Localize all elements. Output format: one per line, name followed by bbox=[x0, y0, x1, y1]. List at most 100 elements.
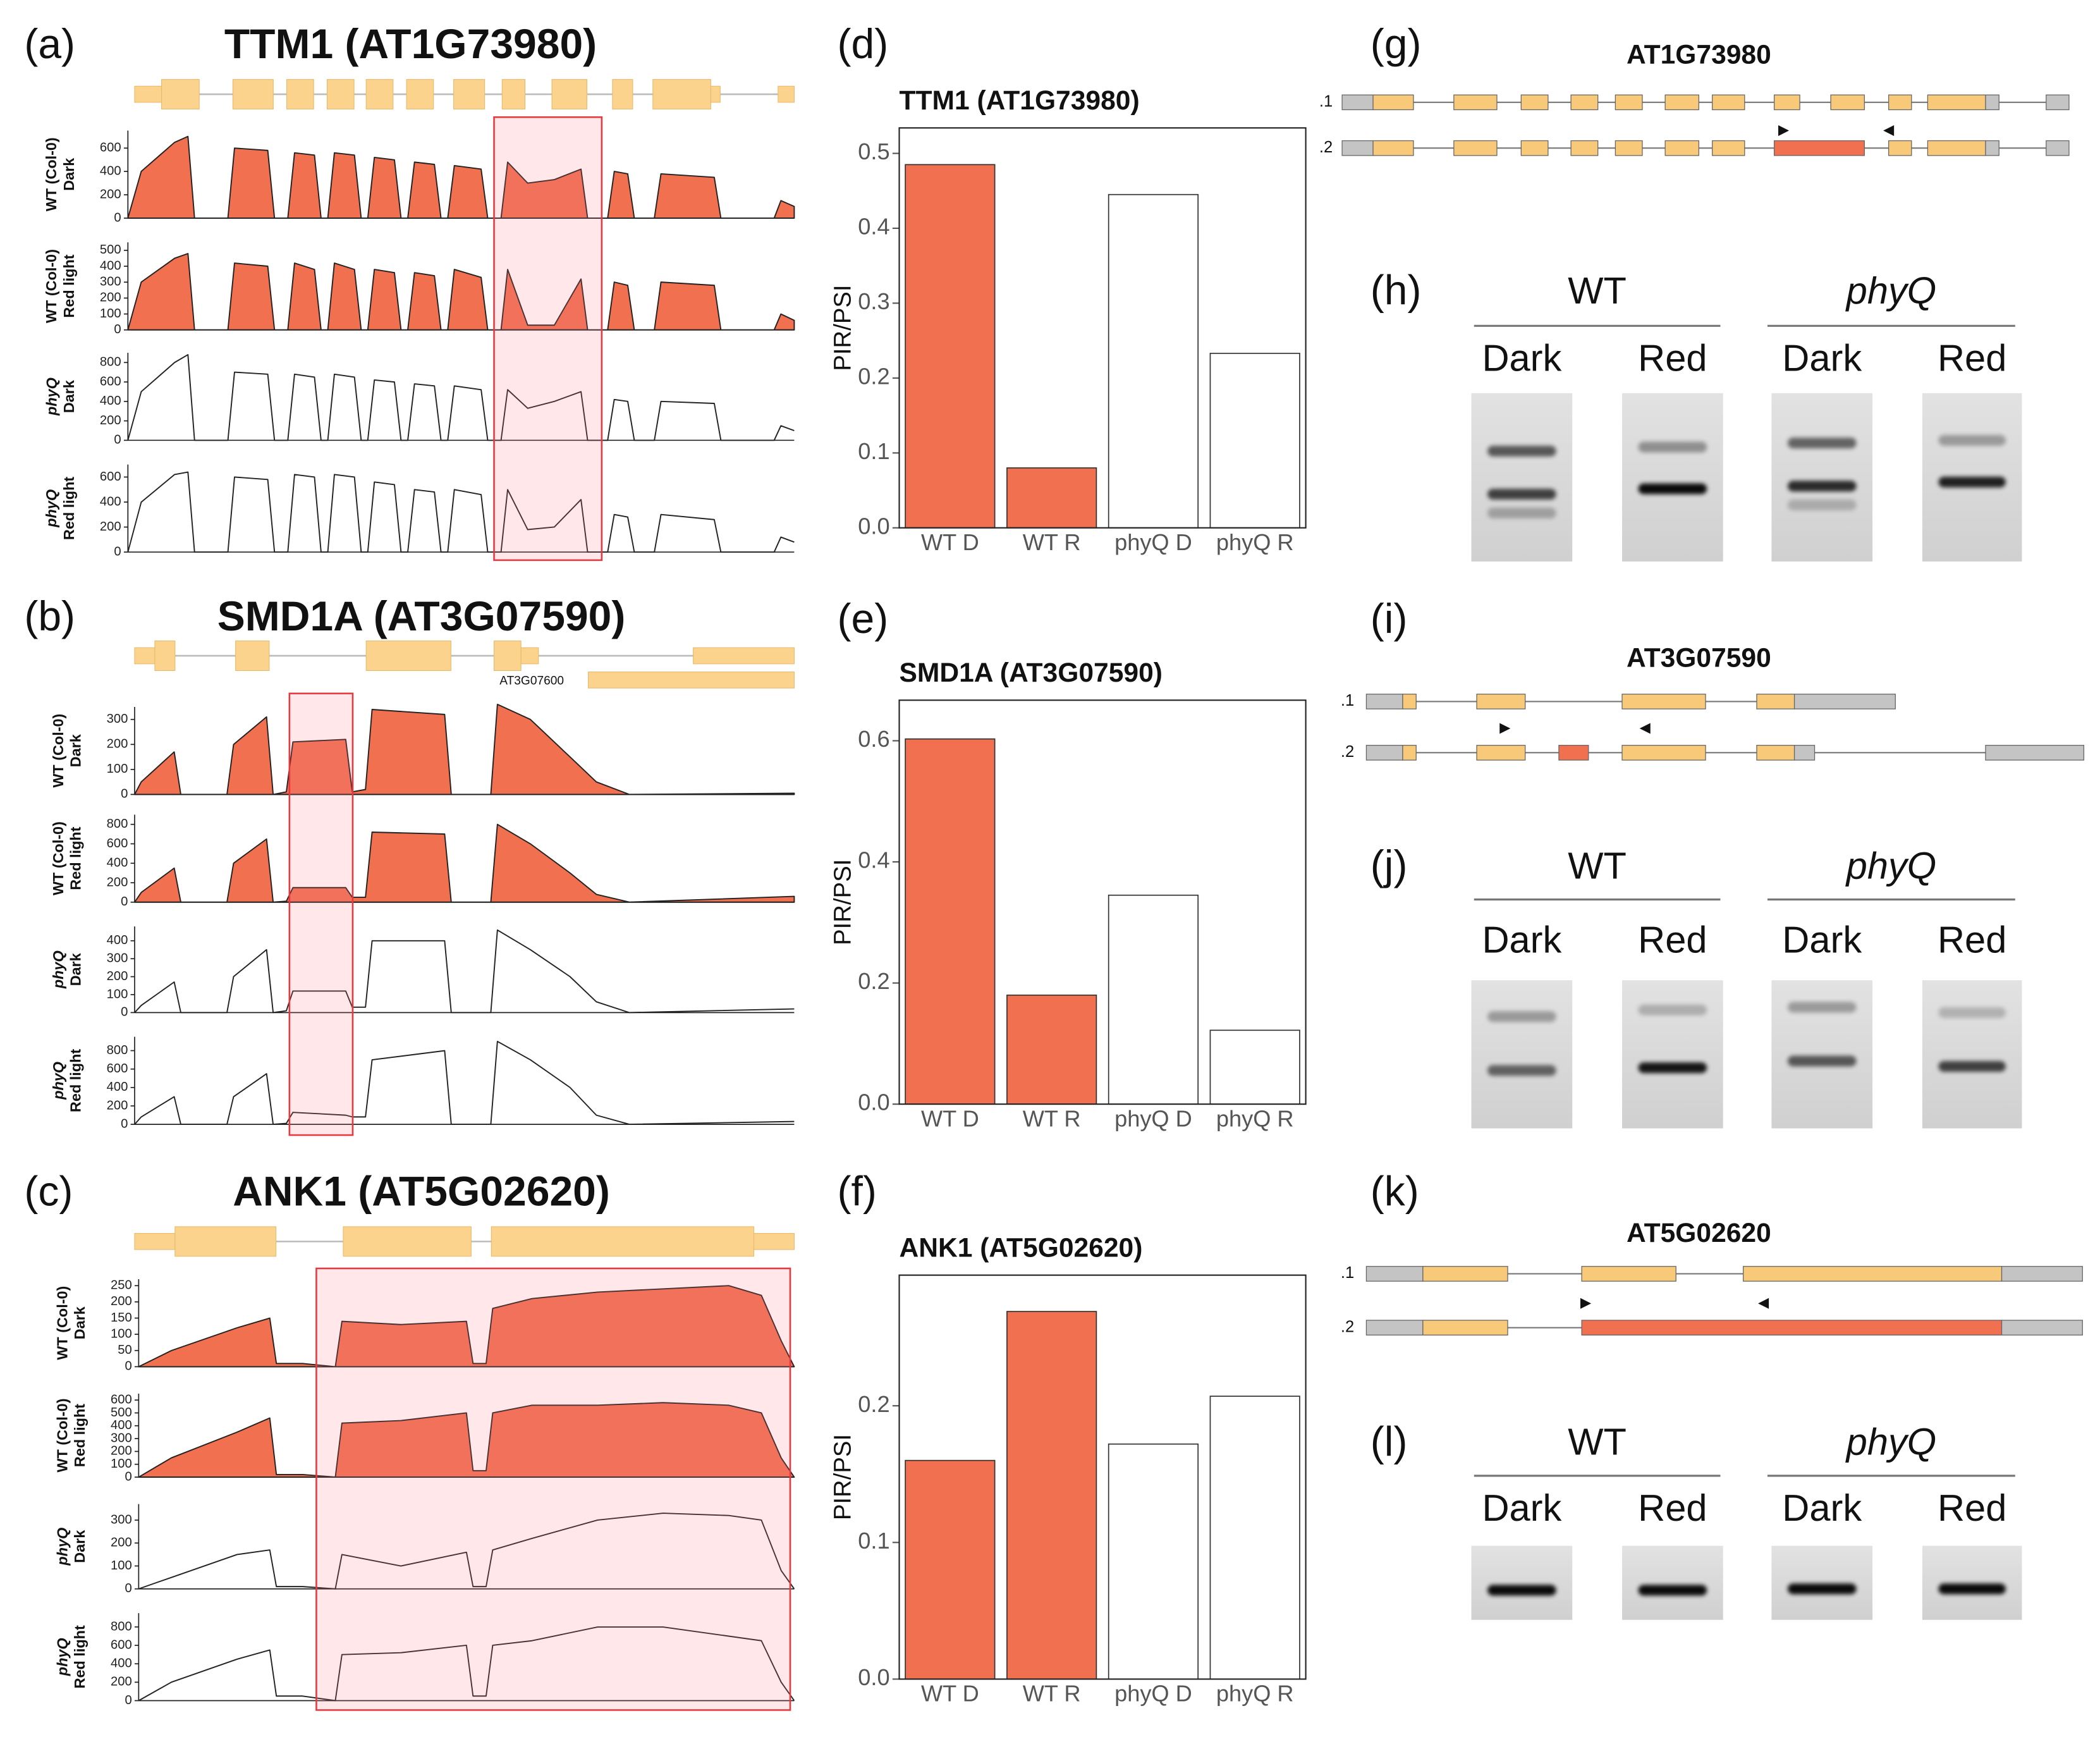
gel-band bbox=[1787, 481, 1857, 492]
gel-band bbox=[1638, 1062, 1707, 1074]
primer bbox=[1778, 125, 1790, 137]
exon bbox=[1372, 94, 1414, 111]
y-axis-label: PIR/PSI bbox=[829, 1434, 856, 1520]
y-tick-label: 600 bbox=[100, 141, 121, 155]
x-tick-label: WT R bbox=[1023, 529, 1081, 555]
panel-label: (h) bbox=[1370, 267, 1422, 314]
gene-annotation: AT3G07600 bbox=[499, 675, 564, 688]
y-tick-label: 500 bbox=[100, 243, 121, 257]
exon bbox=[652, 79, 711, 110]
exon bbox=[1453, 140, 1498, 156]
y-tick-label: 150 bbox=[111, 1311, 132, 1325]
bar bbox=[1006, 1311, 1097, 1680]
gel-band bbox=[1638, 441, 1707, 453]
y-tick-label: 200 bbox=[111, 1294, 132, 1308]
chart-title: TTM1 (AT1G73980) bbox=[224, 20, 597, 67]
gel-lane bbox=[1622, 980, 1723, 1129]
y-tick-label: 0.1 bbox=[858, 1528, 889, 1554]
chart-title: ANK1 (AT5G02620) bbox=[900, 1232, 1143, 1263]
exon bbox=[1476, 745, 1526, 761]
gel-band bbox=[1938, 1007, 2006, 1018]
y-tick-label: 400 bbox=[100, 164, 121, 178]
exon bbox=[365, 79, 394, 110]
lane-label: Dark bbox=[1782, 336, 1862, 379]
exon bbox=[1712, 94, 1745, 111]
y-tick-label: 200 bbox=[111, 1444, 132, 1458]
y-tick-label: 400 bbox=[100, 394, 121, 408]
track-label: Dark bbox=[68, 733, 84, 767]
gel-group-label: phyQ bbox=[1845, 844, 1936, 887]
isoform-label: .2 bbox=[1319, 138, 1333, 156]
bar bbox=[1108, 1443, 1199, 1680]
gel-lane bbox=[1922, 980, 2022, 1129]
panel-label: (e) bbox=[838, 595, 889, 642]
coverage-area bbox=[127, 135, 795, 219]
coverage-area bbox=[138, 1626, 795, 1702]
exon bbox=[2001, 1266, 2083, 1282]
exon bbox=[2001, 1320, 2083, 1335]
y-tick-label: 0 bbox=[121, 1005, 128, 1019]
exon bbox=[1520, 94, 1549, 111]
exon bbox=[134, 85, 162, 103]
y-tick-label: 0 bbox=[114, 544, 121, 558]
primer bbox=[1499, 723, 1511, 734]
exon bbox=[551, 79, 587, 110]
exon bbox=[154, 641, 176, 672]
track-label: Red light bbox=[68, 826, 84, 890]
y-tick-label: 200 bbox=[100, 291, 121, 305]
exon bbox=[1664, 94, 1700, 111]
gel-group-label: WT bbox=[1568, 1421, 1627, 1463]
y-tick-label: 300 bbox=[107, 952, 128, 966]
bar bbox=[1006, 994, 1097, 1105]
exon bbox=[520, 647, 539, 665]
primer bbox=[1639, 723, 1651, 734]
exon bbox=[1476, 694, 1526, 709]
track-label: phyQ bbox=[43, 377, 59, 416]
track-label: phyQ bbox=[54, 1638, 70, 1676]
track-label: Dark bbox=[61, 379, 77, 413]
lane-label: Dark bbox=[1782, 1487, 1862, 1529]
exon bbox=[286, 79, 314, 110]
panel-label: (j) bbox=[1370, 842, 1408, 888]
exon bbox=[1888, 94, 1912, 111]
y-tick-label: 400 bbox=[100, 494, 121, 508]
lane-label: Red bbox=[1638, 918, 1707, 961]
exon bbox=[1621, 745, 1706, 761]
exon bbox=[1341, 140, 1374, 156]
x-tick-label: phyQ D bbox=[1114, 1681, 1192, 1707]
exon bbox=[134, 1233, 176, 1250]
exon bbox=[235, 641, 270, 672]
y-tick-label: 0 bbox=[121, 1117, 128, 1131]
y-tick-label: 500 bbox=[111, 1406, 132, 1420]
x-tick-label: phyQ R bbox=[1216, 1681, 1294, 1707]
track-label: Red light bbox=[61, 477, 77, 540]
exon bbox=[365, 641, 451, 672]
bar bbox=[1209, 352, 1300, 529]
gel-group-label: WT bbox=[1568, 269, 1627, 312]
exon bbox=[1985, 94, 1999, 111]
gel-lane bbox=[1922, 1545, 2022, 1620]
exon bbox=[1422, 1320, 1508, 1335]
panel-label: (c) bbox=[24, 1167, 73, 1214]
exon bbox=[1888, 140, 1912, 156]
y-tick-label: 400 bbox=[107, 1080, 128, 1094]
exon bbox=[453, 79, 485, 110]
exon bbox=[1372, 140, 1414, 156]
bar bbox=[1209, 1029, 1300, 1105]
coverage-area bbox=[134, 823, 795, 903]
track-label: Red light bbox=[61, 254, 77, 317]
lane-label: Dark bbox=[1482, 918, 1561, 961]
exon bbox=[491, 1226, 755, 1257]
y-tick-label: 600 bbox=[111, 1392, 132, 1406]
track-label: WT (Col-0) bbox=[54, 1399, 70, 1473]
y-tick-label: 0.0 bbox=[858, 1089, 889, 1115]
panel-label: (g) bbox=[1370, 20, 1422, 67]
track-label: WT (Col-0) bbox=[43, 249, 59, 323]
y-tick-label: 800 bbox=[111, 1619, 132, 1633]
gel-band bbox=[1487, 1065, 1556, 1076]
y-tick-label: 300 bbox=[111, 1431, 132, 1445]
y-tick-label: 0.2 bbox=[858, 968, 889, 994]
lane-label: Red bbox=[1938, 918, 2006, 961]
y-tick-label: 0 bbox=[125, 1360, 131, 1373]
gel-lane bbox=[1771, 1545, 1873, 1620]
